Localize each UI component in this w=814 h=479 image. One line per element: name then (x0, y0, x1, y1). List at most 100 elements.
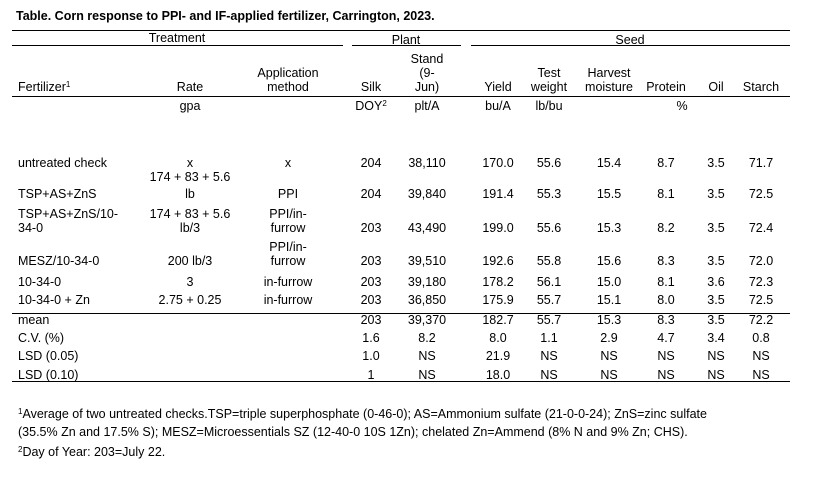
stat-silk: 1 (367, 368, 375, 382)
row-fertilizer: TSP+AS+ZnS/10- (18, 207, 119, 221)
footnote-2: 2Day of Year: 203=July 22. (18, 445, 166, 459)
row-yield: 192.6 (482, 254, 514, 268)
header-stand: (9- (419, 66, 435, 80)
stat-oil: NS (707, 368, 725, 382)
row-protein: 8.2 (657, 221, 675, 235)
row-starch: 72.5 (748, 187, 774, 201)
row-oil: 3.5 (707, 293, 725, 307)
stat-stand: 8.2 (418, 331, 436, 345)
row-method: PPI (277, 187, 299, 201)
row-oil: 3.5 (707, 187, 725, 201)
row-harvest-moisture: 15.3 (596, 221, 622, 235)
stat-silk: 1.0 (362, 349, 380, 363)
unit-silk-superscript: 2 (382, 99, 387, 108)
row-fertilizer: untreated check (18, 156, 107, 170)
stat-harvest-moisture: NS (600, 368, 618, 382)
row-rate: x (186, 156, 194, 170)
row-oil: 3.5 (707, 221, 725, 235)
stat-starch: 72.2 (748, 313, 774, 327)
row-rate: 200 lb/3 (167, 254, 213, 268)
header-test-weight: weight (530, 80, 568, 94)
row-method: PPI/in- (269, 207, 307, 221)
header-stand: Jun) (414, 80, 440, 94)
row-test-weight: 55.8 (536, 254, 562, 268)
row-harvest-moisture: 15.1 (596, 293, 622, 307)
rule-treatment (12, 45, 343, 46)
row-fertilizer: 34-0 (18, 221, 44, 235)
row-rate: 174 + 83 + 5.6 (149, 170, 231, 184)
header-harvest-moisture: moisture (585, 80, 633, 94)
stat-protein: NS (657, 349, 675, 363)
row-starch: 72.0 (748, 254, 774, 268)
row-method: furrow (270, 254, 306, 268)
row-harvest-moisture: 15.0 (596, 275, 622, 289)
stat-protein: NS (657, 368, 675, 382)
row-fertilizer: TSP+AS+ZnS (18, 187, 97, 201)
row-silk: 203 (360, 254, 382, 268)
stat-protein: 8.3 (657, 313, 675, 327)
rule-header (12, 96, 790, 97)
stat-label: LSD (0.05) (18, 349, 79, 363)
stat-test-weight: NS (540, 368, 558, 382)
row-rate: 3 (186, 275, 194, 289)
row-rate: lb/3 (179, 221, 201, 235)
row-method: PPI/in- (269, 240, 307, 254)
stat-protein: 4.7 (657, 331, 675, 345)
header-fertilizer: Fertilizer1 (18, 80, 71, 94)
stat-starch: NS (752, 349, 770, 363)
row-oil: 3.5 (707, 254, 725, 268)
row-rate: lb (185, 187, 195, 201)
row-harvest-moisture: 15.4 (596, 156, 622, 170)
row-harvest-moisture: 15.6 (596, 254, 622, 268)
row-oil: 3.5 (707, 156, 725, 170)
row-stand: 38,110 (408, 156, 446, 170)
row-protein: 8.7 (657, 156, 675, 170)
unit-stand: plt/A (414, 99, 440, 113)
row-rate: 2.75 + 0.25 (158, 293, 222, 307)
row-yield: 178.2 (482, 275, 514, 289)
stat-label: mean (18, 313, 50, 327)
stat-test-weight: 1.1 (540, 331, 558, 345)
row-silk: 203 (360, 221, 382, 235)
header-stand: Stand (410, 52, 444, 66)
stat-label: LSD (0.10) (18, 368, 79, 382)
row-oil: 3.6 (707, 275, 725, 289)
row-fertilizer: MESZ/10-34-0 (18, 254, 100, 268)
row-silk: 204 (360, 187, 382, 201)
row-protein: 8.1 (657, 275, 675, 289)
rule-seed (471, 45, 790, 46)
stat-stand: NS (418, 349, 436, 363)
stat-label: C.V. (%) (18, 331, 65, 345)
stat-silk: 203 (360, 313, 382, 327)
row-test-weight: 55.6 (536, 221, 562, 235)
stat-yield: 8.0 (489, 331, 507, 345)
header-starch: Starch (742, 80, 780, 94)
row-protein: 8.3 (657, 254, 675, 268)
row-fertilizer: 10-34-0 + Zn (18, 293, 90, 307)
stat-silk: 1.6 (362, 331, 380, 345)
rule-top (12, 30, 790, 31)
row-stand: 39,180 (407, 275, 447, 289)
row-stand: 39,510 (407, 254, 447, 268)
row-test-weight: 55.3 (536, 187, 562, 201)
row-test-weight: 56.1 (536, 275, 562, 289)
header-oil: Oil (708, 80, 724, 94)
unit-rate: gpa (179, 99, 201, 113)
row-yield: 170.0 (482, 156, 514, 170)
row-test-weight: 55.7 (536, 293, 562, 307)
footnote-1-cont: (35.5% Zn and 17.5% S); MESZ=Microessent… (18, 425, 688, 439)
stat-oil: 3.4 (707, 331, 725, 345)
row-yield: 175.9 (482, 293, 514, 307)
rule-plant (352, 45, 461, 46)
row-starch: 72.4 (748, 221, 774, 235)
table-title: Table. Corn response to PPI- and IF-appl… (16, 9, 435, 23)
stat-starch: NS (752, 368, 770, 382)
row-yield: 191.4 (482, 187, 514, 201)
row-silk: 204 (360, 156, 382, 170)
row-starch: 72.3 (748, 275, 774, 289)
unit-test-weight: lb/bu (535, 99, 563, 113)
stat-oil: 3.5 (707, 313, 725, 327)
stat-oil: NS (707, 349, 725, 363)
row-method: x (284, 156, 292, 170)
footnote-2-mark: 2 (18, 445, 23, 454)
